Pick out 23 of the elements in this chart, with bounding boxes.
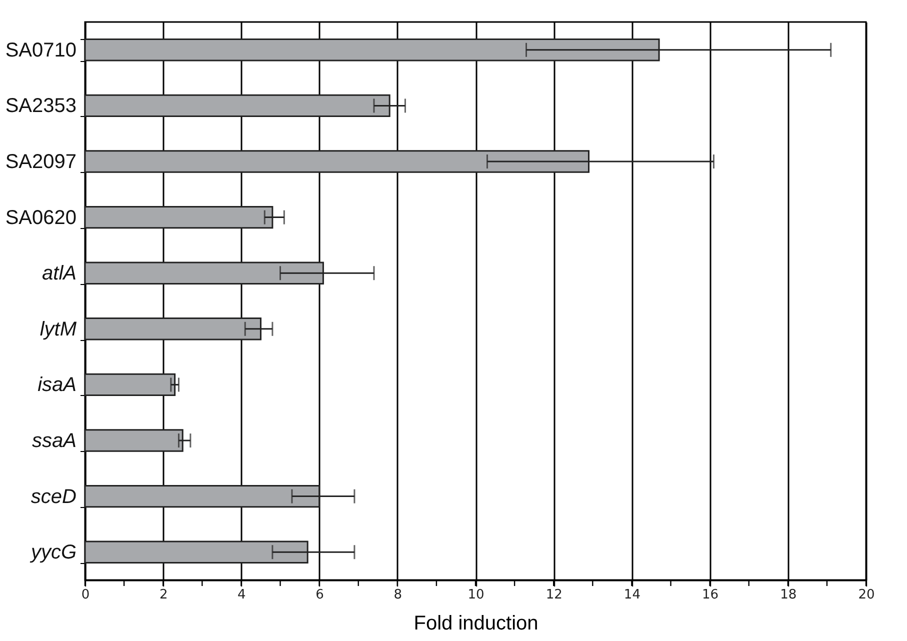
x-tick-label: 18: [780, 588, 797, 602]
y-tick-label: sceD: [30, 486, 76, 508]
y-tick-label: ssaA: [32, 430, 76, 452]
y-tick-label: SA2097: [5, 151, 76, 173]
y-tick-label: isaA: [38, 374, 76, 396]
y-tick-label: atlA: [42, 262, 76, 285]
x-tick-label: 0: [81, 588, 90, 602]
x-tick-label: 10: [468, 588, 484, 602]
bar: [84, 373, 176, 396]
x-tick-label: 6: [316, 588, 324, 602]
x-tick-label: 20: [858, 588, 875, 602]
x-tick-label: 8: [394, 588, 402, 602]
y-tick-label: SA0710: [5, 39, 76, 62]
x-tick-label: 14: [624, 588, 640, 602]
y-tick-label: SA0620: [5, 206, 76, 229]
x-axis-title: Fold induction: [414, 612, 538, 634]
x-tick-label: 4: [238, 588, 246, 602]
x-tick-label: 2: [159, 588, 168, 602]
y-tick-label: SA2353: [5, 95, 76, 118]
y-tick-label: lytM: [40, 318, 77, 340]
x-tick-label: 16: [702, 588, 719, 602]
x-tick-label: 12: [546, 588, 562, 602]
y-tick-label: yycG: [28, 542, 76, 564]
